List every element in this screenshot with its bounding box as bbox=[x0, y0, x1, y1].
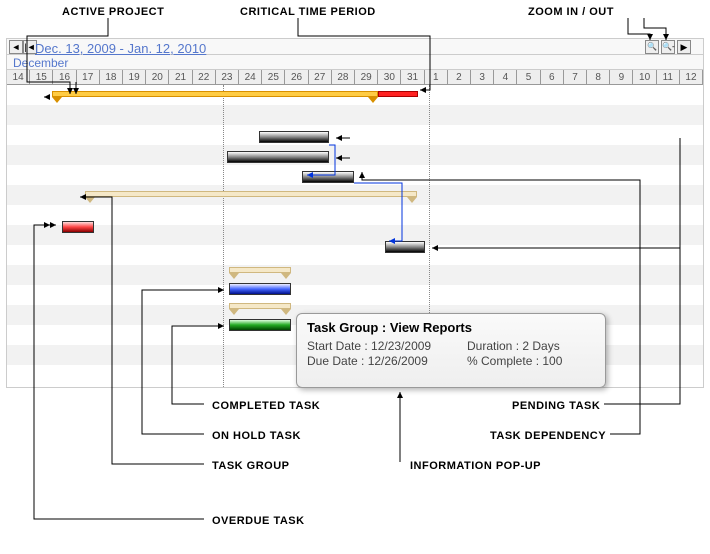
callout-completed: COMPLETED TASK bbox=[212, 400, 320, 412]
time-marker-line bbox=[223, 85, 224, 387]
task-bar[interactable] bbox=[227, 151, 329, 163]
scroll-right-button[interactable]: ▶ bbox=[677, 40, 691, 54]
day-cell: 29 bbox=[355, 70, 378, 84]
day-cell: 30 bbox=[378, 70, 401, 84]
callout-pending: PENDING TASK bbox=[512, 400, 600, 412]
gantt-row bbox=[7, 225, 703, 245]
day-cell: 5 bbox=[517, 70, 540, 84]
day-cell: 8 bbox=[587, 70, 610, 84]
day-cell: 7 bbox=[564, 70, 587, 84]
callout-overdue: OVERDUE TASK bbox=[212, 515, 305, 527]
month-row: December bbox=[7, 55, 703, 70]
day-cell: 6 bbox=[541, 70, 564, 84]
scroll-left-button[interactable]: ◄ bbox=[9, 40, 23, 54]
day-cell: 3 bbox=[471, 70, 494, 84]
task-bar[interactable] bbox=[302, 171, 354, 183]
tooltip-title: Task Group : View Reports bbox=[307, 320, 595, 335]
gantt-row bbox=[7, 285, 703, 305]
day-cell: 26 bbox=[285, 70, 308, 84]
info-tooltip: Task Group : View Reports Start Date : 1… bbox=[296, 313, 606, 388]
day-cell: 10 bbox=[633, 70, 656, 84]
day-cell: 19 bbox=[123, 70, 146, 84]
tooltip-due: Due Date : 12/26/2009 bbox=[307, 354, 428, 368]
task-group-bar[interactable] bbox=[85, 191, 417, 197]
callout-task-group: TASK GROUP bbox=[212, 460, 290, 472]
callout-dependency: TASK DEPENDENCY bbox=[490, 430, 606, 442]
day-cell: 28 bbox=[332, 70, 355, 84]
gantt-row bbox=[7, 205, 703, 225]
task-group-bar[interactable] bbox=[229, 303, 291, 309]
day-cell: 25 bbox=[262, 70, 285, 84]
day-cell: 4 bbox=[494, 70, 517, 84]
day-header-row: 1415161718192021222324252627282930311234… bbox=[7, 70, 703, 85]
day-cell: 20 bbox=[146, 70, 169, 84]
gantt-row bbox=[7, 165, 703, 185]
date-range-label: Dec. 13, 2009 - Jan. 12, 2010 bbox=[35, 41, 206, 56]
day-cell: 15 bbox=[30, 70, 53, 84]
task-bar[interactable] bbox=[385, 241, 425, 253]
task-bar[interactable] bbox=[62, 221, 94, 233]
tooltip-start: Start Date : 12/23/2009 bbox=[307, 339, 431, 353]
gantt-row bbox=[7, 265, 703, 285]
day-cell: 12 bbox=[680, 70, 703, 84]
day-cell: 21 bbox=[169, 70, 192, 84]
task-bar[interactable] bbox=[229, 319, 291, 331]
zoom-out-button[interactable]: 🔍- bbox=[661, 40, 675, 54]
header-row: ◄ |◄ Dec. 13, 2009 - Jan. 12, 2010 🔍+ 🔍-… bbox=[7, 39, 703, 55]
day-cell: 1 bbox=[425, 70, 448, 84]
day-cell: 22 bbox=[193, 70, 216, 84]
callout-active-project: ACTIVE PROJECT bbox=[62, 6, 164, 18]
gantt-row bbox=[7, 125, 703, 145]
tooltip-duration: Duration : 2 Days bbox=[467, 339, 560, 353]
critical-bar[interactable] bbox=[378, 91, 418, 97]
day-cell: 18 bbox=[100, 70, 123, 84]
day-cell: 24 bbox=[239, 70, 262, 84]
callout-popup: INFORMATION POP-UP bbox=[410, 460, 541, 472]
day-cell: 17 bbox=[77, 70, 100, 84]
zoom-in-button[interactable]: 🔍+ bbox=[645, 40, 659, 54]
callout-zoom: ZOOM IN / OUT bbox=[528, 6, 614, 18]
day-cell: 2 bbox=[448, 70, 471, 84]
day-cell: 27 bbox=[309, 70, 332, 84]
day-cell: 14 bbox=[7, 70, 30, 84]
month-label: December bbox=[13, 56, 68, 70]
day-cell: 31 bbox=[401, 70, 424, 84]
project-group-bar[interactable] bbox=[52, 91, 378, 97]
tooltip-complete: % Complete : 100 bbox=[467, 354, 562, 368]
task-bar[interactable] bbox=[259, 131, 329, 143]
callout-critical-time: CRITICAL TIME PERIOD bbox=[240, 6, 376, 18]
day-cell: 23 bbox=[216, 70, 239, 84]
gantt-row bbox=[7, 105, 703, 125]
day-cell: 11 bbox=[657, 70, 680, 84]
gantt-row bbox=[7, 145, 703, 165]
day-cell: 9 bbox=[610, 70, 633, 84]
gantt-row bbox=[7, 245, 703, 265]
callout-on-hold: ON HOLD TASK bbox=[212, 430, 301, 442]
task-bar[interactable] bbox=[229, 283, 291, 295]
day-cell: 16 bbox=[53, 70, 76, 84]
task-group-bar[interactable] bbox=[229, 267, 291, 273]
